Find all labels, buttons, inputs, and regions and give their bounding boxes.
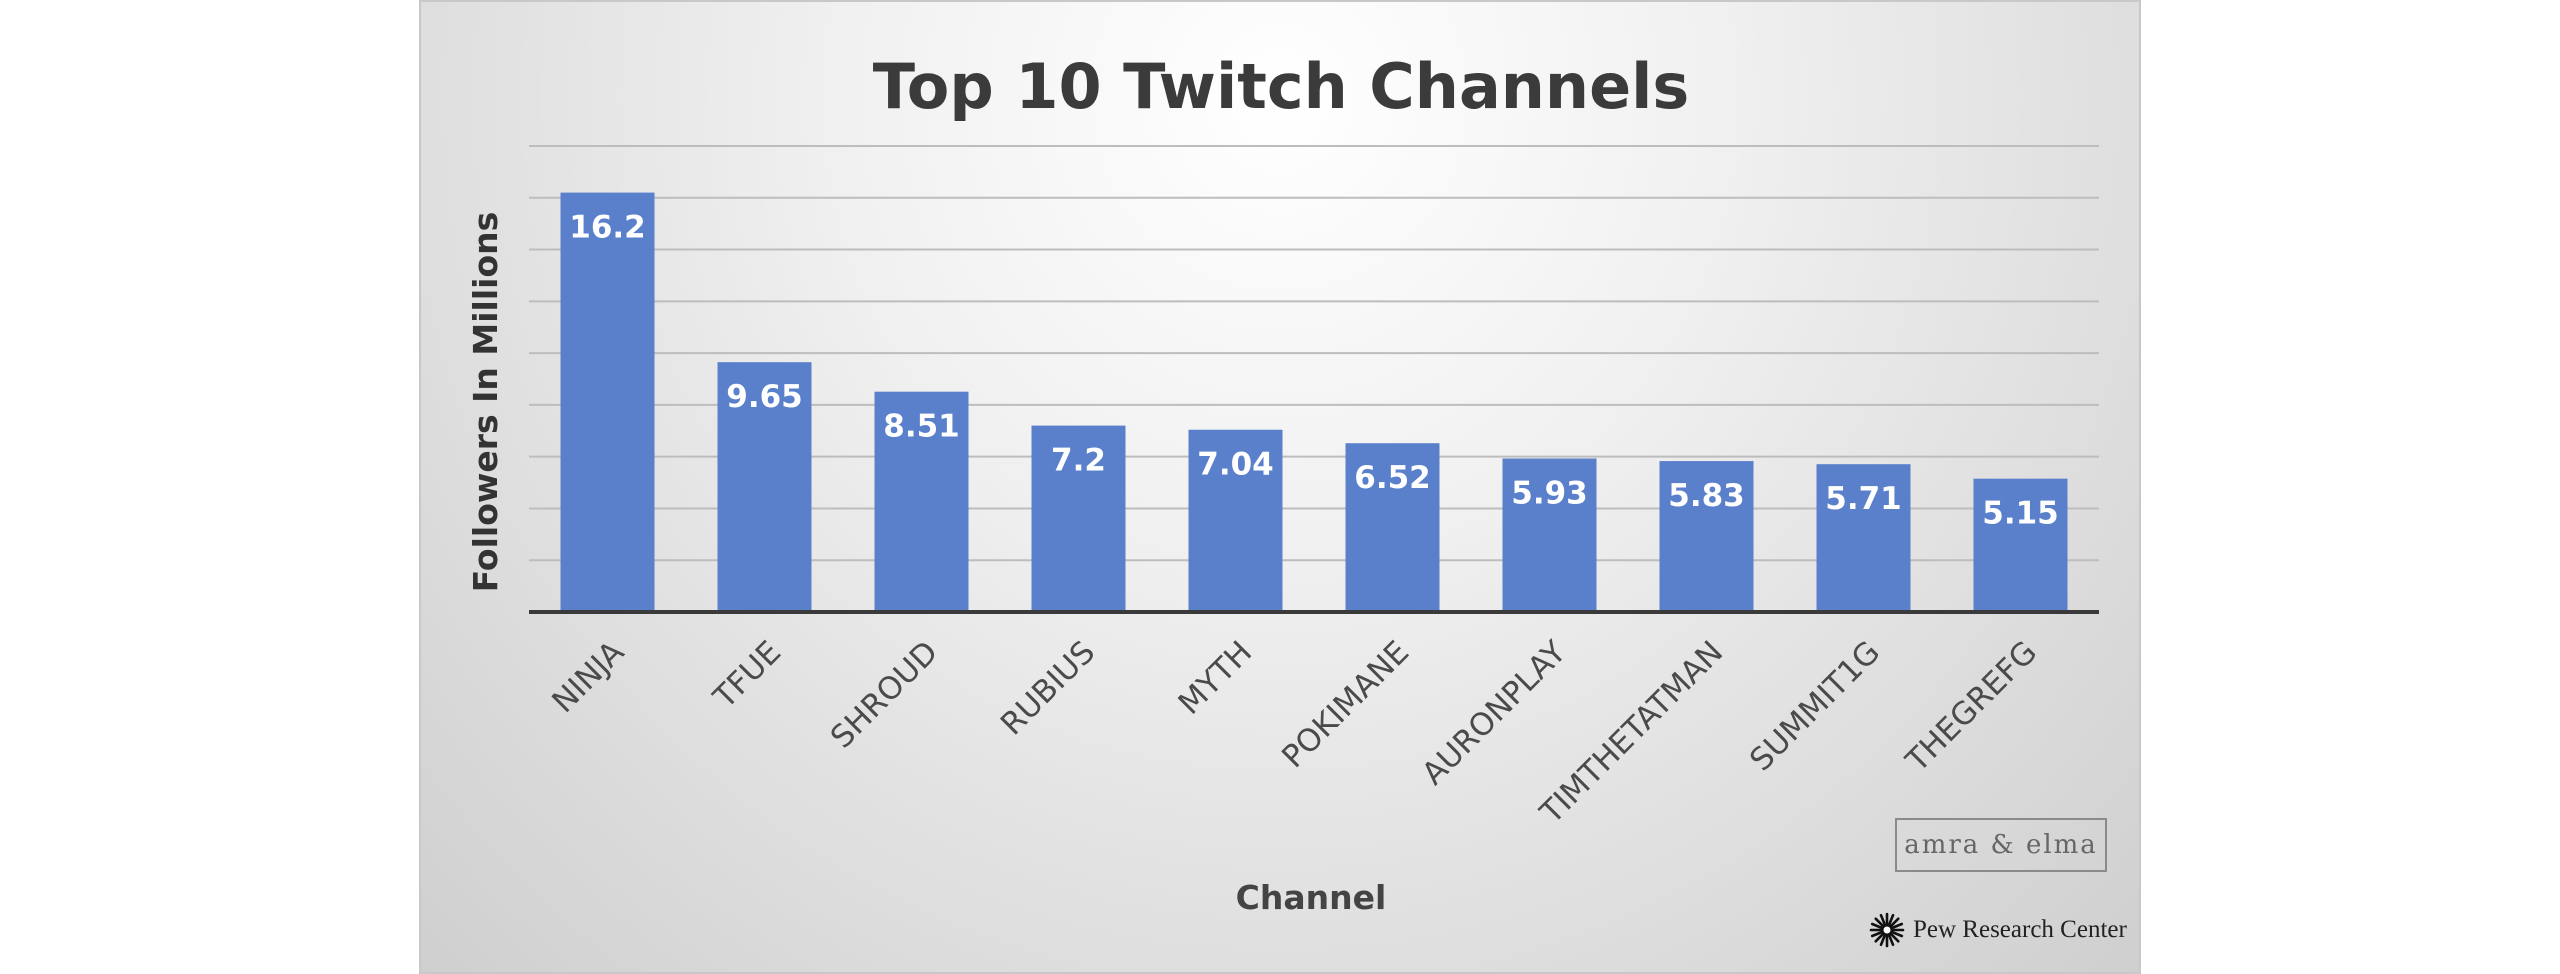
x-tick-label: MYTH: [1172, 634, 1260, 722]
bar: [560, 192, 655, 612]
x-tick-labels: NINJA TFUE SHROUD RUBIUS MYTH POKIMANEAURONPL…: [545, 634, 2044, 831]
x-tick-label: NINJA: [545, 634, 631, 720]
bar-chart: Top 10 Twitch Channels 16.2 9.65 8.51 7.2 7.…: [466, 50, 2099, 917]
data-label: 7.2: [1051, 443, 1106, 479]
bar: [1031, 425, 1126, 612]
data-label: 5.71: [1825, 481, 1902, 517]
bar: [1973, 478, 2068, 612]
data-label: 7.04: [1197, 447, 1274, 483]
data-label: 5.15: [1982, 496, 2059, 532]
bar: [874, 391, 969, 612]
x-tick-label: TFUE: [706, 634, 788, 716]
data-label: 9.65: [726, 379, 803, 415]
chart-card: Top 10 Twitch Channels 16.2 9.65 8.51 7.2 7.…: [419, 0, 2141, 974]
bar: [1816, 464, 1911, 612]
x-tick-label: SHROUD: [824, 634, 945, 755]
data-label: 16.2: [569, 210, 646, 246]
x-tick-label: AURONPLAY: [1415, 634, 1573, 792]
x-tick-label: THEGREFG: [1899, 634, 2045, 780]
data-label: 6.52: [1354, 460, 1431, 496]
bar: [1188, 429, 1283, 612]
pew-logo-icon: [1869, 912, 1905, 948]
data-labels: 16.2 9.65 8.51 7.2 7.04 6.52 5.93 5.83 5.71 5.15: [569, 210, 2059, 532]
bar: [1502, 458, 1597, 612]
y-axis-label: Followers In Millions: [466, 212, 505, 593]
data-label: 5.83: [1668, 478, 1745, 514]
source-credit-text: Pew Research Center: [1913, 916, 2127, 943]
x-tick-label: SUMMIT1G: [1743, 634, 1887, 778]
bar: [1659, 461, 1754, 612]
x-tick-label: RUBIUS: [994, 634, 1102, 742]
x-tick-label: POKIMANE: [1275, 634, 1416, 775]
data-label: 8.51: [883, 409, 960, 445]
chart-title: Top 10 Twitch Channels: [873, 50, 1690, 123]
bars: [560, 192, 2068, 612]
source-credit: Pew Research Center: [1869, 910, 2127, 950]
brand-watermark: amra & elma: [1895, 818, 2107, 872]
x-axis-label: Channel: [1236, 878, 1387, 917]
bar: [717, 362, 812, 612]
data-label: 5.93: [1511, 475, 1588, 511]
bar: [1345, 443, 1440, 612]
